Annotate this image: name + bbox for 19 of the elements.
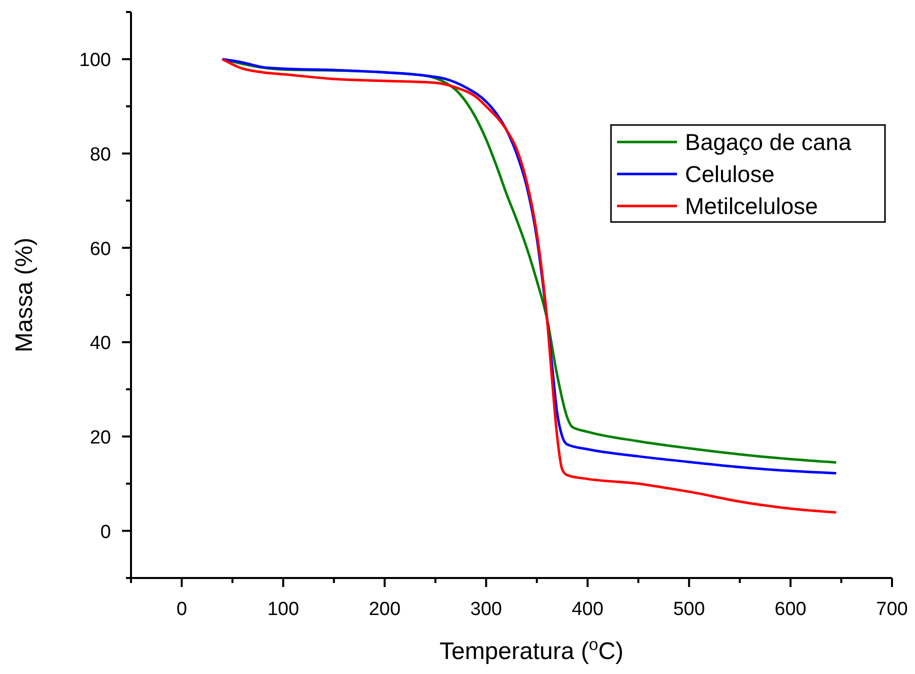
x-tick-label: 500 — [673, 599, 705, 620]
legend-label: Bagaço de cana — [685, 129, 852, 155]
legend-label: Celulose — [685, 161, 774, 187]
x-tick-label: 200 — [368, 599, 401, 620]
y-tick-label: 20 — [90, 428, 111, 448]
y-tick-label: 60 — [90, 238, 111, 260]
x-tick-label: 600 — [774, 599, 806, 620]
y-axis-title: Massa (%) — [11, 238, 38, 352]
y-tick-label: 100 — [79, 50, 111, 72]
x-tick-label: 400 — [572, 599, 604, 620]
x-tick-label: 300 — [470, 599, 502, 620]
y-tick-label: 0 — [100, 522, 111, 543]
x-axis-title: Temperatura ($^{o}$C) — [439, 634, 624, 665]
x-tick-label: 100 — [267, 599, 300, 620]
x-tick-label: 700 — [876, 599, 908, 620]
y-tick-label: 40 — [90, 333, 111, 354]
x-tick-label: 0 — [176, 599, 188, 620]
y-tick-label: 80 — [90, 144, 111, 166]
legend-label: Metilcelulose — [685, 193, 818, 219]
